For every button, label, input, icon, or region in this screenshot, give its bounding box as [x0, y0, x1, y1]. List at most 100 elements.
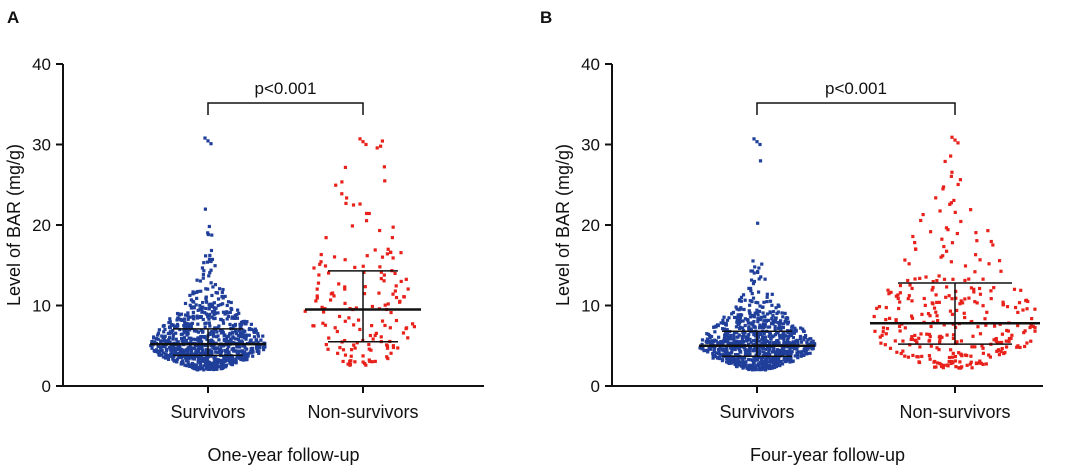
data-point [207, 339, 212, 343]
data-point [713, 338, 717, 342]
data-point [747, 363, 751, 368]
data-point [785, 316, 789, 320]
data-point [233, 337, 237, 341]
data-point [735, 364, 739, 369]
data-point [873, 329, 877, 333]
data-point [932, 360, 936, 364]
data-point [173, 350, 178, 355]
data-point [764, 347, 768, 351]
data-point [205, 300, 209, 304]
data-point [189, 306, 194, 310]
data-point [228, 310, 232, 315]
data-point [182, 323, 186, 328]
data-point [212, 306, 216, 310]
data-point [743, 331, 747, 335]
data-point [196, 322, 200, 326]
data-point [365, 254, 369, 258]
data-point [786, 322, 790, 326]
data-point [764, 357, 768, 361]
data-point [762, 319, 766, 323]
data-point [944, 249, 949, 253]
data-point [1029, 339, 1033, 343]
data-point [899, 351, 903, 356]
data-point [391, 344, 396, 348]
data-point [209, 248, 214, 253]
data-point [937, 274, 941, 278]
data-point [249, 349, 253, 354]
data-point [740, 337, 744, 341]
data-point [973, 300, 977, 304]
data-point [768, 332, 773, 336]
data-point [209, 350, 214, 354]
data-point [957, 351, 961, 355]
data-point [913, 241, 917, 245]
data-point [200, 266, 205, 270]
data-point [941, 185, 946, 189]
data-point [720, 359, 725, 363]
data-point [981, 277, 985, 281]
data-point [222, 356, 226, 361]
data-point [203, 311, 207, 315]
data-point [735, 331, 739, 335]
data-point [171, 328, 175, 333]
data-point [735, 342, 739, 346]
data-point [236, 308, 240, 312]
data-point [336, 351, 340, 355]
data-point [190, 351, 194, 355]
data-point [742, 333, 746, 337]
data-point [198, 338, 203, 343]
data-point [198, 355, 203, 359]
data-point [233, 324, 237, 328]
data-point [225, 303, 229, 308]
data-point [732, 333, 736, 337]
data-point [924, 275, 928, 279]
data-point [204, 287, 208, 291]
data-point [747, 352, 751, 356]
data-point [245, 357, 249, 362]
data-point [736, 352, 740, 357]
data-point [798, 337, 803, 341]
data-point [320, 305, 324, 309]
data-point [877, 305, 882, 309]
data-point [729, 333, 733, 338]
data-point [724, 347, 729, 351]
data-point [203, 343, 207, 348]
data-point [170, 347, 175, 352]
data-point [343, 319, 347, 323]
data-point [247, 327, 251, 332]
data-point [987, 262, 991, 266]
data-point [228, 339, 232, 343]
data-point [154, 348, 159, 352]
data-point [784, 359, 789, 363]
data-point [728, 357, 732, 361]
data-point [771, 341, 775, 345]
y-tick-label: 10 [32, 297, 51, 316]
data-point [921, 212, 925, 217]
data-point [188, 303, 192, 307]
data-point [739, 319, 743, 323]
data-point [226, 358, 230, 363]
data-point [978, 359, 982, 363]
data-point [173, 325, 177, 329]
data-point [959, 299, 963, 303]
data-point [163, 344, 167, 348]
data-point [773, 332, 778, 337]
data-point [204, 312, 209, 316]
data-point [391, 256, 395, 260]
data-point [972, 287, 976, 291]
data-point [386, 302, 390, 306]
data-point [207, 321, 211, 325]
data-point [758, 142, 762, 147]
data-point [256, 340, 260, 345]
data-point [243, 322, 247, 326]
data-point [737, 333, 741, 337]
data-point [199, 314, 203, 319]
data-point [741, 339, 745, 344]
data-point [163, 327, 167, 331]
data-point [776, 350, 780, 354]
data-point [262, 348, 266, 352]
data-point [206, 287, 210, 291]
data-point [249, 322, 253, 326]
data-point [739, 307, 743, 311]
data-point [204, 306, 208, 311]
